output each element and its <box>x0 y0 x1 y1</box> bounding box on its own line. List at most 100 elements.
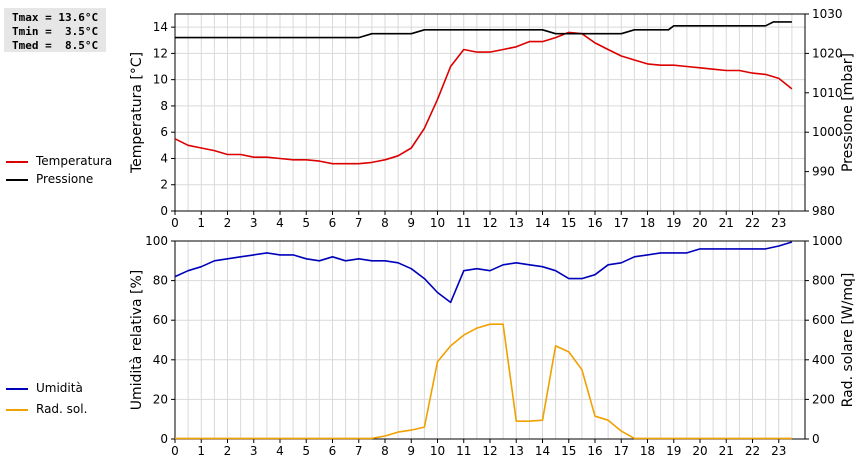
x-tick-label: 3 <box>250 444 258 458</box>
x-tick-label: 3 <box>250 216 258 230</box>
y-tick-label-right: 600 <box>812 313 835 327</box>
x-tick-label: 12 <box>482 216 497 230</box>
y-tick-label-left: 40 <box>153 353 168 367</box>
x-tick-label: 19 <box>666 216 681 230</box>
y-tick-label-right: 1030 <box>812 7 843 21</box>
x-tick-label: 18 <box>640 444 655 458</box>
legend-pressure: Pressione <box>6 172 93 186</box>
y-tick-label-left: 14 <box>153 20 168 34</box>
x-tick-label: 16 <box>587 216 602 230</box>
stat-tmin: Tmin = 3.5°C <box>12 25 99 38</box>
x-tick-label: 2 <box>224 444 232 458</box>
x-tick-label: 5 <box>302 216 310 230</box>
x-tick-label: 0 <box>171 444 179 458</box>
x-tick-label: 10 <box>430 216 445 230</box>
x-tick-label: 16 <box>587 444 602 458</box>
x-tick-label: 23 <box>771 216 786 230</box>
x-tick-label: 9 <box>407 216 415 230</box>
x-tick-label: 11 <box>456 216 471 230</box>
legend-label: Umidità <box>36 381 83 395</box>
x-tick-label: 8 <box>381 216 389 230</box>
x-tick-label: 20 <box>692 216 707 230</box>
stats-box: Tmax = 13.6°C Tmin = 3.5°C Tmed = 8.5°C <box>4 8 106 52</box>
x-tick-label: 22 <box>745 444 760 458</box>
y-tick-label-left: 8 <box>160 99 168 113</box>
y-tick-label-left: 100 <box>145 234 168 248</box>
legend-label: Rad. sol. <box>36 402 88 416</box>
y-tick-label-left: 6 <box>160 125 168 139</box>
y-tick-label-left: 4 <box>160 151 168 165</box>
series-line-umidit <box>174 241 793 304</box>
y-tick-label-right: 980 <box>812 204 835 218</box>
y-tick-label-left: 80 <box>153 274 168 288</box>
x-tick-label: 6 <box>329 444 337 458</box>
x-tick-label: 7 <box>355 444 363 458</box>
y-tick-label-left: 10 <box>153 73 168 87</box>
x-tick-label: 17 <box>614 444 629 458</box>
legend-label: Temperatura <box>36 154 113 168</box>
y-axis-label-left: Temperatura [°C] <box>129 52 145 174</box>
series-line-temperatura <box>174 31 793 165</box>
x-tick-label: 18 <box>640 216 655 230</box>
x-tick-label: 14 <box>535 444 550 458</box>
x-tick-label: 9 <box>407 444 415 458</box>
y-tick-label-right: 1000 <box>812 234 843 248</box>
legend-solar: Rad. sol. <box>6 402 87 416</box>
x-tick-label: 14 <box>535 216 550 230</box>
y-tick-label-right: 1000 <box>812 125 843 139</box>
x-tick-label: 20 <box>692 444 707 458</box>
y-tick-label-right: 200 <box>812 392 835 406</box>
legend-swatch <box>6 178 28 181</box>
x-tick-label: 0 <box>171 216 179 230</box>
y-tick-label-right: 0 <box>812 432 820 446</box>
y-tick-label-left: 2 <box>160 178 168 192</box>
x-tick-label: 1 <box>197 216 205 230</box>
y-tick-label-left: 12 <box>153 46 168 60</box>
x-tick-label: 11 <box>456 444 471 458</box>
x-tick-label: 13 <box>509 216 524 230</box>
x-tick-label: 8 <box>381 444 389 458</box>
y-tick-label-right: 800 <box>812 274 835 288</box>
y-tick-label-right: 1010 <box>812 86 843 100</box>
legend-swatch <box>6 408 28 411</box>
x-tick-label: 13 <box>509 444 524 458</box>
x-tick-label: 21 <box>719 444 734 458</box>
y-tick-label-left: 60 <box>153 313 168 327</box>
stat-tmax: Tmax = 13.6°C <box>12 11 99 24</box>
x-tick-label: 12 <box>482 444 497 458</box>
x-tick-label: 15 <box>561 216 576 230</box>
x-tick-label: 2 <box>224 216 232 230</box>
y-axis-label-left: Umidità relativa [%] <box>129 270 145 411</box>
y-tick-label-right: 1020 <box>812 46 843 60</box>
legend-swatch <box>6 387 28 390</box>
x-tick-label: 21 <box>719 216 734 230</box>
legend-label: Pressione <box>36 172 94 186</box>
chart-panel-2: 0 1 2 3 4 5 6 7 8 9 10 11 12 13 14 15 16 17 18 19 20 21 22 2302… <box>129 234 856 458</box>
y-tick-label-left: 0 <box>160 204 168 218</box>
x-tick-label: 6 <box>329 216 337 230</box>
legend-temperature: Temperatura <box>6 154 112 168</box>
x-tick-label: 10 <box>430 444 445 458</box>
legend-humidity: Umidità <box>6 381 83 395</box>
x-tick-label: 1 <box>197 444 205 458</box>
series-line-pressione <box>175 21 792 39</box>
y-tick-label-right: 400 <box>812 353 835 367</box>
legend-swatch <box>6 160 28 163</box>
x-tick-label: 7 <box>355 216 363 230</box>
y-tick-label-right: 990 <box>812 165 835 179</box>
x-tick-label: 17 <box>614 216 629 230</box>
y-axis-label-right: Rad. solare [W/mq] <box>840 273 856 408</box>
chart-panel-1: 0 1 2 3 4 5 6 7 8 9 10 11 12 13 14 15 16 17 18 19 20 21 22 2302… <box>129 7 856 230</box>
stat-tmed: Tmed = 8.5°C <box>12 39 99 52</box>
y-tick-label-left: 0 <box>160 432 168 446</box>
x-tick-label: 19 <box>666 444 681 458</box>
x-tick-label: 4 <box>276 444 284 458</box>
x-tick-label: 5 <box>302 444 310 458</box>
x-tick-label: 22 <box>745 216 760 230</box>
x-tick-label: 23 <box>771 444 786 458</box>
x-tick-label: 4 <box>276 216 284 230</box>
series-line-rad-sol <box>175 323 792 440</box>
x-tick-label: 15 <box>561 444 576 458</box>
y-tick-label-left: 20 <box>153 392 168 406</box>
